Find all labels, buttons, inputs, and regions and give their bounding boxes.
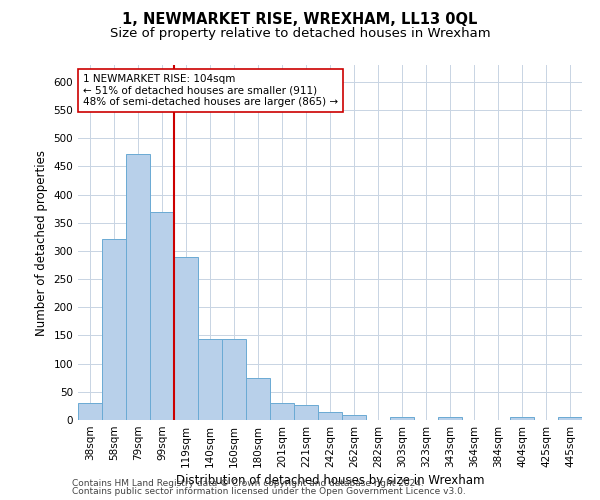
Bar [126,154,150,420]
Bar [174,256,198,420]
Bar [558,417,582,420]
Text: 1, NEWMARKET RISE, WREXHAM, LL13 0QL: 1, NEWMARKET RISE, WREXHAM, LL13 0QL [122,12,478,28]
Bar [78,403,102,420]
Text: Contains HM Land Registry data © Crown copyright and database right 2024.: Contains HM Land Registry data © Crown c… [72,478,424,488]
Text: Size of property relative to detached houses in Wrexham: Size of property relative to detached ho… [110,28,490,40]
Bar [270,403,294,420]
X-axis label: Distribution of detached houses by size in Wrexham: Distribution of detached houses by size … [176,474,484,487]
Bar [102,238,126,420]
Bar [246,378,270,420]
Y-axis label: Number of detached properties: Number of detached properties [35,150,48,336]
Bar [510,417,534,420]
Bar [150,212,174,420]
Bar [198,340,222,420]
Bar [390,417,414,420]
Bar [438,417,462,420]
Text: 1 NEWMARKET RISE: 104sqm
← 51% of detached houses are smaller (911)
48% of semi-: 1 NEWMARKET RISE: 104sqm ← 51% of detach… [83,74,338,107]
Bar [222,340,246,420]
Text: Contains public sector information licensed under the Open Government Licence v3: Contains public sector information licen… [72,487,466,496]
Bar [342,416,366,420]
Bar [294,405,318,420]
Bar [318,412,342,420]
